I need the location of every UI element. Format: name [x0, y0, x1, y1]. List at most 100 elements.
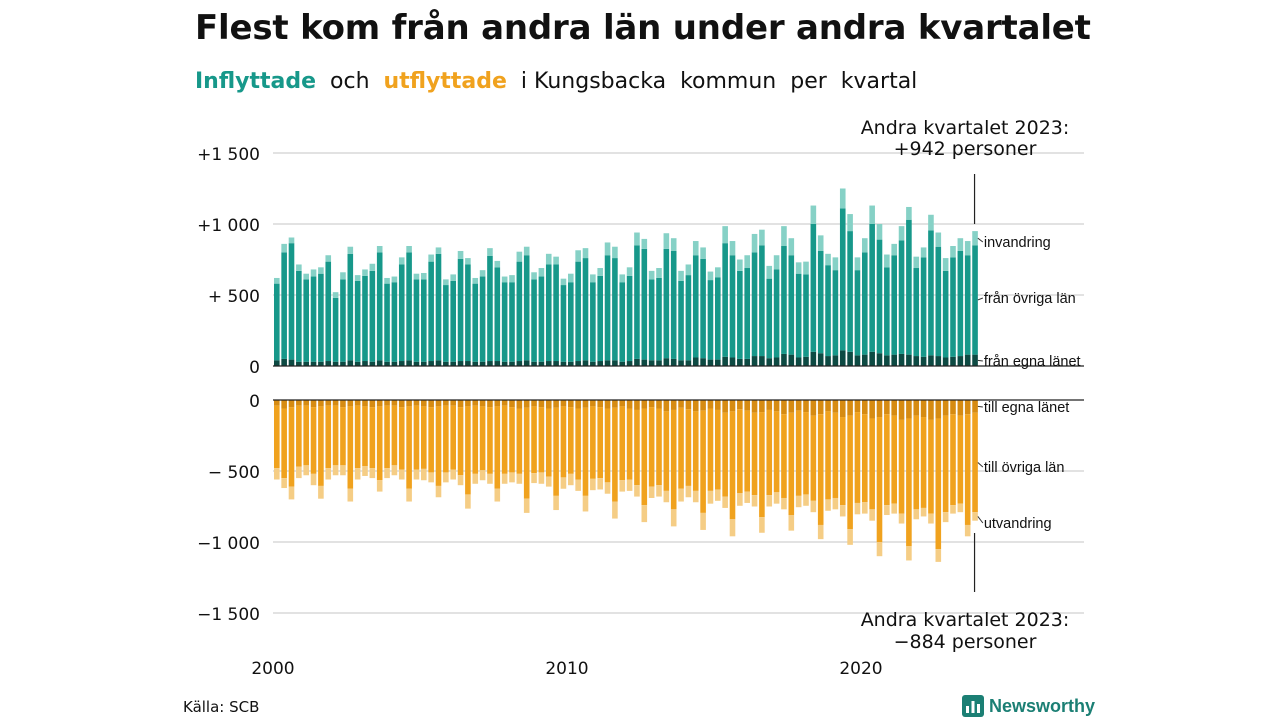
bar-outflow-ovriga	[906, 418, 912, 547]
bar-inflow-egna	[935, 356, 942, 366]
bar-inflow-egna	[303, 361, 309, 366]
bar-inflow-egna	[964, 354, 971, 366]
bar-inflow-invandring	[450, 274, 456, 281]
bar-inflow-egna	[803, 356, 809, 366]
bar-inflow-ovriga	[369, 270, 376, 362]
bar-outflow-utvandring	[634, 485, 640, 497]
bar-inflow-egna	[906, 354, 912, 366]
subtitle-per: per	[790, 69, 827, 94]
bar-outflow-utvandring	[957, 503, 964, 513]
bar-outflow-ovriga	[523, 407, 530, 499]
bar-outflow-egna	[685, 400, 692, 410]
bar-outflow-egna	[435, 400, 442, 407]
bar-inflow-egna	[413, 361, 420, 366]
bar-outflow-egna	[847, 400, 853, 416]
bar-outflow-ovriga	[582, 407, 589, 496]
bar-outflow-egna	[450, 400, 456, 406]
bar-outflow-utvandring	[854, 502, 861, 515]
bar-outflow-ovriga	[553, 407, 559, 496]
bar-inflow-ovriga	[692, 255, 699, 358]
bar-outflow-egna	[839, 400, 846, 418]
bar-inflow-egna	[942, 357, 949, 366]
bar-inflow-ovriga	[744, 268, 750, 359]
bar-outflow-ovriga	[531, 406, 537, 474]
bar-outflow-ovriga	[568, 407, 574, 474]
bar-inflow-ovriga	[737, 270, 743, 359]
bar-outflow-ovriga	[428, 407, 434, 473]
bar-inflow-egna	[369, 361, 376, 366]
bar-outflow-egna	[590, 400, 596, 407]
bar-outflow-ovriga	[465, 406, 471, 495]
bar-outflow-utvandring	[369, 468, 376, 479]
subtitle-inflyttade: Inflyttade	[195, 69, 317, 94]
bar-inflow-egna	[795, 357, 802, 366]
bar-outflow-utvandring	[509, 472, 515, 483]
bar-inflow-invandring	[810, 205, 817, 224]
bar-outflow-utvandring	[413, 469, 420, 480]
y-tick-label: +1 500	[197, 145, 260, 165]
bar-inflow-ovriga	[641, 248, 648, 360]
y-tick-label: − 500	[208, 463, 260, 483]
bar-inflow-egna	[428, 361, 434, 366]
bar-inflow-ovriga	[332, 297, 339, 362]
bar-outflow-egna	[788, 400, 795, 413]
bar-outflow-ovriga	[545, 408, 552, 477]
bar-outflow-utvandring	[398, 469, 405, 480]
bar-outflow-egna	[538, 400, 545, 408]
bar-outflow-egna	[310, 400, 317, 408]
bar-inflow-invandring	[347, 246, 354, 254]
bar-inflow-invandring	[788, 238, 795, 256]
bar-outflow-egna	[928, 400, 934, 420]
bar-outflow-egna	[413, 400, 420, 406]
bar-outflow-utvandring	[737, 493, 743, 506]
bar-inflow-invandring	[553, 256, 559, 265]
bar-outflow-egna	[803, 400, 809, 413]
bar-outflow-utvandring	[310, 473, 317, 486]
bar-outflow-ovriga	[898, 419, 905, 514]
annotations: Andra kvartalet 2023:+942 personerAndra …	[861, 117, 1070, 653]
bar-outflow-utvandring	[898, 513, 905, 524]
bar-outflow-ovriga	[884, 414, 890, 506]
bar-outflow-ovriga	[950, 414, 956, 506]
bar-inflow-ovriga	[928, 230, 934, 356]
y-tick-label: −1 500	[197, 605, 260, 625]
bar-inflow-invandring	[332, 292, 339, 298]
bar-inflow-invandring	[296, 264, 302, 271]
label-leader-line	[977, 237, 984, 243]
bar-outflow-egna	[281, 400, 287, 409]
brand-logo[interactable]: Newsworthy	[962, 694, 1095, 718]
bar-outflow-egna	[509, 400, 515, 408]
bar-outflow-utvandring	[810, 500, 817, 513]
bar-inflow-ovriga	[810, 224, 817, 352]
bar-inflow-ovriga	[634, 245, 640, 359]
bar-inflow-ovriga	[582, 258, 589, 361]
bar-inflow-invandring	[641, 238, 648, 249]
bar-outflow-utvandring	[421, 468, 427, 481]
bar-inflow-invandring	[759, 229, 765, 246]
bar-inflow-ovriga	[766, 278, 773, 359]
bar-inflow-ovriga	[862, 252, 868, 355]
bar-inflow-egna	[465, 361, 471, 366]
bar-inflow-invandring	[722, 226, 728, 244]
bar-inflow-ovriga	[362, 275, 368, 362]
bar-outflow-egna	[406, 400, 412, 407]
bar-inflow-egna	[781, 353, 787, 366]
bar-inflow-invandring	[523, 246, 530, 256]
bar-inflow-ovriga	[421, 279, 427, 362]
bar-inflow-egna	[479, 361, 486, 366]
bar-inflow-ovriga	[788, 255, 795, 355]
bar-inflow-invandring	[928, 214, 934, 231]
bar-outflow-ovriga	[964, 414, 971, 525]
bar-inflow-invandring	[590, 274, 596, 283]
bar-outflow-utvandring	[935, 549, 942, 562]
bar-inflow-invandring	[920, 247, 927, 258]
bar-inflow-invandring	[935, 232, 942, 247]
bar-inflow-ovriga	[303, 279, 309, 362]
bar-outflow-ovriga	[670, 409, 677, 510]
bar-outflow-utvandring	[920, 507, 927, 517]
bar-inflow-ovriga	[274, 283, 280, 361]
bar-inflow-invandring	[501, 276, 508, 283]
bar-outflow-utvandring	[648, 486, 655, 498]
bar-inflow-invandring	[362, 269, 368, 276]
bar-outflow-utvandring	[670, 509, 677, 527]
